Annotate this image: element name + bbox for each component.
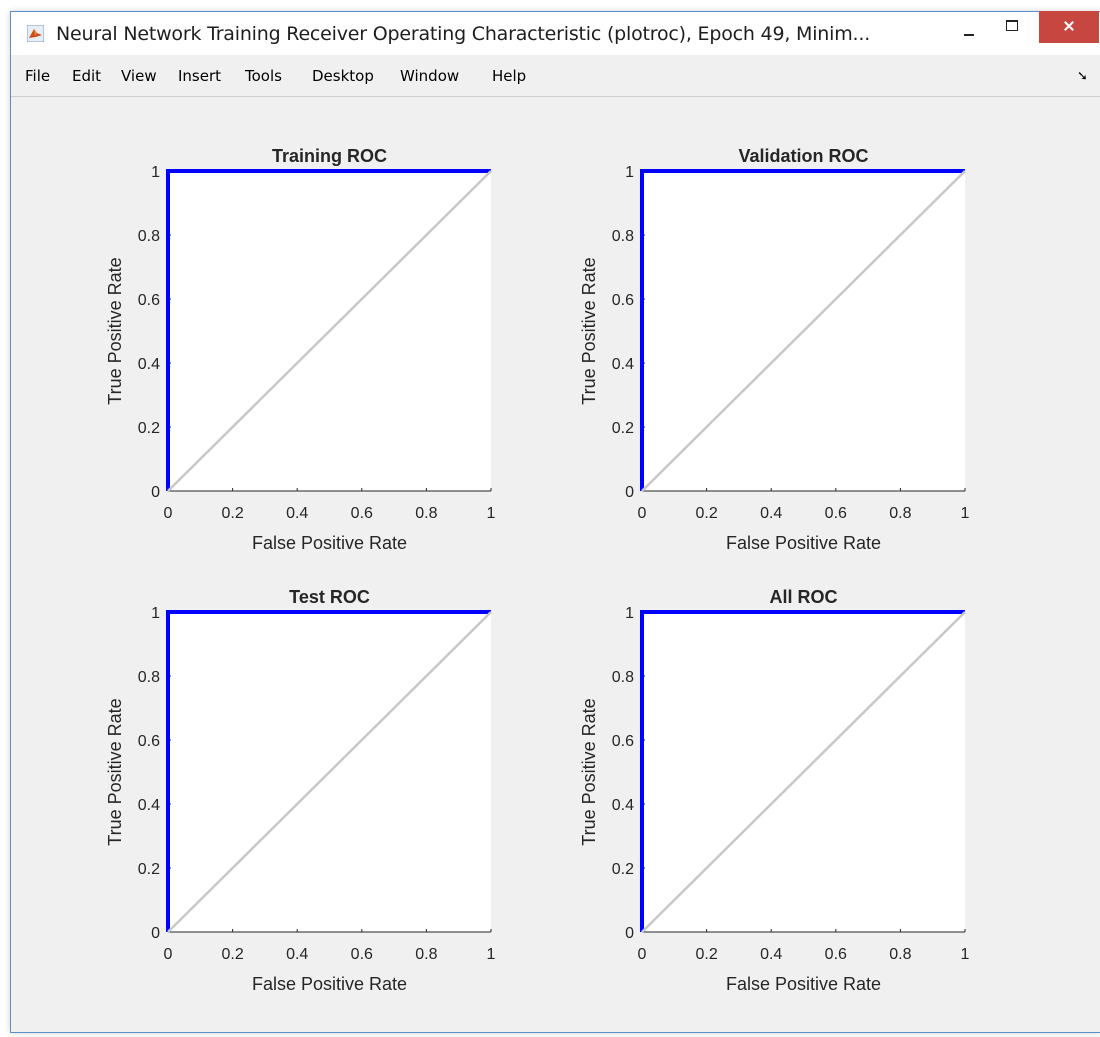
roc-axes-1: 0 0.2 0.4 0.6 0.8 1 0 0.2 0.4 0.6 0.8 1 Training ROC… xyxy=(105,146,496,553)
y-tick-label: 0 xyxy=(151,925,160,942)
close-button[interactable] xyxy=(1039,11,1099,43)
menu-edit[interactable]: Edit xyxy=(72,67,102,85)
y-tick-label: 0.6 xyxy=(138,733,160,750)
x-tick-label: 0.6 xyxy=(351,946,373,963)
x-tick-label: 1 xyxy=(487,505,496,522)
y-axis-label: True Positive Rate xyxy=(105,698,125,845)
x-tick-label: 0.4 xyxy=(760,946,782,963)
x-axis-label: False Positive Rate xyxy=(726,974,881,994)
menu-desktop[interactable]: Desktop xyxy=(312,67,374,85)
figure-canvas: 0 0.2 0.4 0.6 0.8 1 0 0.2 0.4 0.6 0.8 1 Training ROC… xyxy=(11,97,1100,1032)
x-tick-label: 0.2 xyxy=(695,946,717,963)
menu-insert[interactable]: Insert xyxy=(178,67,222,85)
roc-curve xyxy=(640,169,965,491)
x-axis-label: False Positive Rate xyxy=(252,533,407,553)
menu-window[interactable]: Window xyxy=(400,67,460,85)
y-tick-label: 1 xyxy=(151,605,160,622)
menu-help[interactable]: Help xyxy=(492,67,527,85)
axes-title: Test ROC xyxy=(289,587,370,607)
x-tick-label: 0.2 xyxy=(695,505,717,522)
y-tick-label: 0.4 xyxy=(612,797,634,814)
x-tick-label: 0.4 xyxy=(286,505,308,522)
y-tick-label: 0.6 xyxy=(612,292,634,309)
x-tick-label: 1 xyxy=(487,946,496,963)
y-tick-label: 0.8 xyxy=(138,228,160,245)
maximize-button[interactable] xyxy=(993,12,1033,43)
y-tick-label: 0.2 xyxy=(138,861,160,878)
roc-curve xyxy=(166,169,491,491)
x-tick-label: 0 xyxy=(164,946,173,963)
y-tick-label: 0.6 xyxy=(138,292,160,309)
x-tick-label: 0.8 xyxy=(889,505,911,522)
axes-title: All ROC xyxy=(769,587,837,607)
x-tick-label: 0.4 xyxy=(286,946,308,963)
x-tick-label: 0.6 xyxy=(351,505,373,522)
y-axis-label: True Positive Rate xyxy=(579,698,599,845)
x-tick-label: 0 xyxy=(638,946,647,963)
x-tick-label: 0.2 xyxy=(221,505,243,522)
axes-title: Training ROC xyxy=(272,146,387,166)
window-title: Neural Network Training Receiver Operati… xyxy=(56,23,871,45)
diagonal-reference-line xyxy=(641,611,966,933)
x-tick-label: 0 xyxy=(638,505,647,522)
menu-view[interactable]: View xyxy=(121,67,157,85)
roc-axes-3: 0 0.2 0.4 0.6 0.8 1 0 0.2 0.4 0.6 0.8 1 Test ROC Fals… xyxy=(105,587,496,994)
dock-arrow-icon[interactable]: ➘ xyxy=(1077,68,1088,83)
roc-plots: 0 0.2 0.4 0.6 0.8 1 0 0.2 0.4 0.6 0.8 1 Training ROC… xyxy=(105,146,970,994)
y-tick-label: 0.4 xyxy=(138,797,160,814)
y-tick-label: 0.2 xyxy=(612,420,634,437)
x-tick-label: 0.8 xyxy=(889,946,911,963)
roc-axes-4: 0 0.2 0.4 0.6 0.8 1 0 0.2 0.4 0.6 0.8 1 All ROC False… xyxy=(579,587,970,994)
x-tick-label: 0.6 xyxy=(825,946,847,963)
minimize-button[interactable] xyxy=(951,12,991,43)
diagonal-reference-line xyxy=(641,170,966,492)
y-axis-label: True Positive Rate xyxy=(105,257,125,404)
roc-curve xyxy=(640,610,965,932)
x-tick-label: 1 xyxy=(961,505,970,522)
y-tick-label: 1 xyxy=(151,164,160,181)
menu-bar: File Edit View Insert Tools Desktop Wind… xyxy=(11,55,1100,97)
x-axis-label: False Positive Rate xyxy=(726,533,881,553)
menu-file[interactable]: File xyxy=(25,67,51,85)
diagonal-reference-line xyxy=(167,611,492,933)
y-axis-label: True Positive Rate xyxy=(579,257,599,404)
y-tick-label: 0.6 xyxy=(612,733,634,750)
y-tick-label: 0 xyxy=(151,484,160,501)
y-tick-label: 0.4 xyxy=(138,356,160,373)
x-tick-label: 0.2 xyxy=(221,946,243,963)
y-tick-label: 0.8 xyxy=(138,669,160,686)
y-tick-label: 1 xyxy=(625,605,634,622)
diagonal-reference-line xyxy=(167,170,492,492)
y-tick-label: 0.8 xyxy=(612,228,634,245)
x-tick-label: 0.8 xyxy=(415,505,437,522)
y-tick-label: 0.2 xyxy=(138,420,160,437)
menu-tools[interactable]: Tools xyxy=(245,67,282,85)
title-bar[interactable]: Neural Network Training Receiver Operati… xyxy=(11,11,1100,55)
figure-window: Neural Network Training Receiver Operati… xyxy=(10,11,1100,1033)
x-tick-label: 0.8 xyxy=(415,946,437,963)
y-tick-label: 0 xyxy=(625,484,634,501)
x-axis-label: False Positive Rate xyxy=(252,974,407,994)
y-tick-label: 0.2 xyxy=(612,861,634,878)
x-tick-label: 1 xyxy=(961,946,970,963)
matlab-icon[interactable] xyxy=(27,25,44,42)
y-tick-label: 0.8 xyxy=(612,669,634,686)
axes-title: Validation ROC xyxy=(738,146,868,166)
y-tick-label: 1 xyxy=(625,164,634,181)
y-tick-label: 0.4 xyxy=(612,356,634,373)
x-tick-label: 0 xyxy=(164,505,173,522)
x-tick-label: 0.6 xyxy=(825,505,847,522)
roc-axes-2: 0 0.2 0.4 0.6 0.8 1 0 0.2 0.4 0.6 0.8 1 Validation R… xyxy=(579,146,970,553)
roc-curve xyxy=(166,610,491,932)
x-tick-label: 0.4 xyxy=(760,505,782,522)
y-tick-label: 0 xyxy=(625,925,634,942)
